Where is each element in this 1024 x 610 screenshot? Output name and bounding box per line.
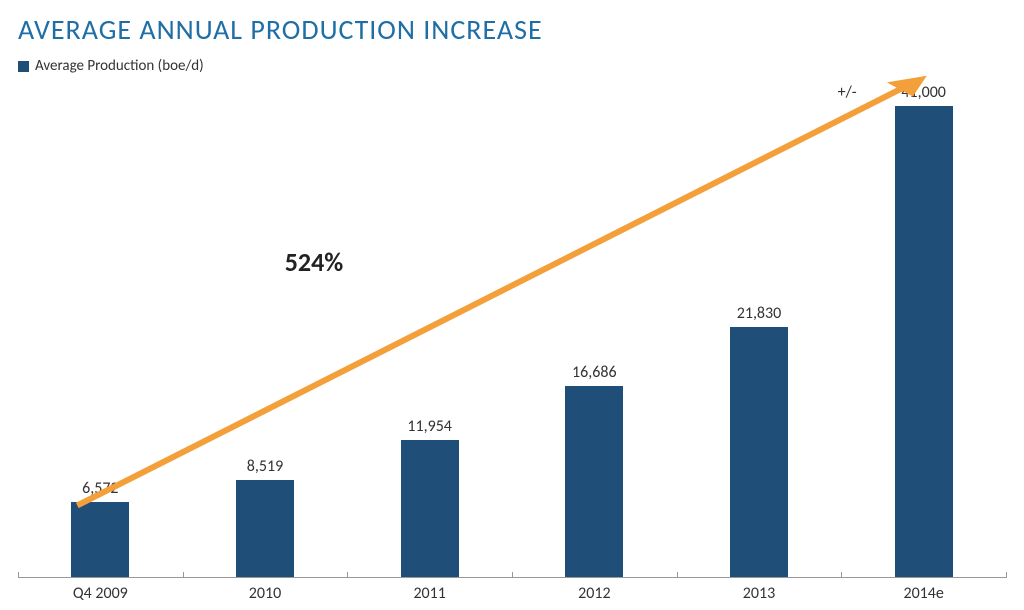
x-tick <box>677 572 678 578</box>
x-axis-baseline <box>18 577 1006 578</box>
bar-value-label: 11,954 <box>372 417 488 436</box>
category-label: 2012 <box>512 584 677 603</box>
bar <box>71 502 129 578</box>
bar-value-label: 41,000 <box>866 83 982 102</box>
bar-group: 6,572 <box>71 60 129 578</box>
bar <box>236 480 294 578</box>
bar <box>895 106 953 578</box>
bar-value-label: 21,830 <box>701 304 817 323</box>
category-label: 2014e <box>841 584 1006 603</box>
bar <box>565 386 623 578</box>
category-label: Q4 2009 <box>18 584 183 603</box>
bar-group: 41,000+/- <box>895 60 953 578</box>
bar-group: 8,519 <box>236 60 294 578</box>
bar-group: 11,954 <box>401 60 459 578</box>
plot-area: 6,5728,51911,95416,68621,83041,000+/- 52… <box>18 60 1006 578</box>
chart-title: AVERAGE ANNUAL PRODUCTION INCREASE <box>18 12 1006 47</box>
category-label: 2010 <box>183 584 348 603</box>
final-value-prefix: +/- <box>817 83 857 102</box>
bar <box>730 327 788 578</box>
category-label: 2011 <box>347 584 512 603</box>
x-tick <box>841 572 842 578</box>
x-tick <box>1006 572 1007 578</box>
x-tick <box>18 572 19 578</box>
bars-layer: 6,5728,51911,95416,68621,83041,000+/- <box>18 60 1006 578</box>
bar-group: 16,686 <box>565 60 623 578</box>
growth-annotation: 524% <box>285 246 344 278</box>
category-label: 2013 <box>677 584 842 603</box>
x-axis-labels: Q4 200920102011201220132014e <box>18 580 1006 610</box>
x-tick <box>347 572 348 578</box>
x-tick <box>183 572 184 578</box>
bar-group: 21,830 <box>730 60 788 578</box>
bar <box>401 440 459 578</box>
chart-container: AVERAGE ANNUAL PRODUCTION INCREASE Avera… <box>0 0 1024 610</box>
bar-value-label: 8,519 <box>207 457 323 476</box>
bar-value-label: 16,686 <box>536 363 652 382</box>
bar-value-label: 6,572 <box>42 479 158 498</box>
x-tick <box>512 572 513 578</box>
